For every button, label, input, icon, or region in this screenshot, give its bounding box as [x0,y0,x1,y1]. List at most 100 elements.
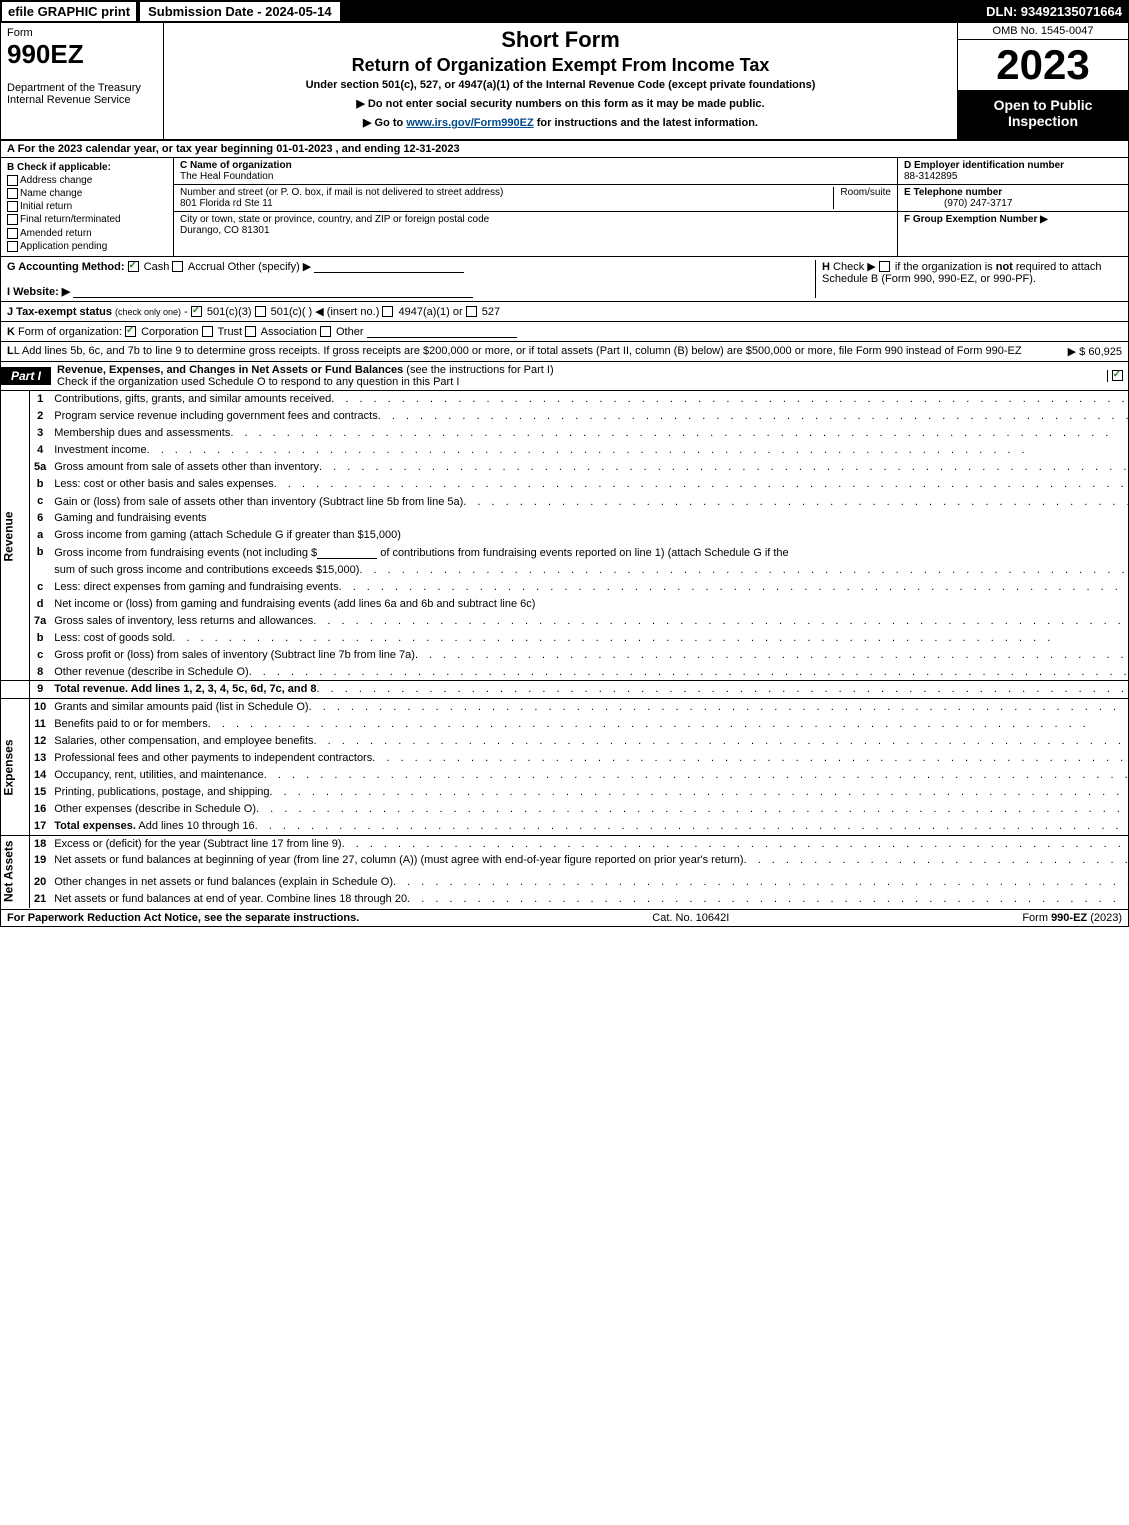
l13-desc: Professional fees and other payments to … [54,752,372,764]
l-value: ▶ $ 60,925 [1022,345,1122,358]
l21-num: 21 [30,891,51,908]
open-inspection: Open to Public Inspection [958,91,1128,139]
l6-desc: Gaming and fundraising events [50,510,1129,527]
chk-application-pending[interactable]: Application pending [7,241,167,252]
dln-number: DLN: 93492135071664 [980,2,1128,21]
l12-desc: Salaries, other compensation, and employ… [54,735,313,747]
l18-desc: Excess or (deficit) for the year (Subtra… [54,838,341,850]
tax-year: 2023 [958,40,1128,91]
chk-trust[interactable] [202,326,213,337]
col-c-org-info: C Name of organization The Heal Foundati… [174,158,897,256]
chk-final-return[interactable]: Final return/terminated [7,214,167,225]
form-header: Form 990EZ Department of the Treasury In… [1,22,1128,141]
row-a-tax-year: A For the 2023 calendar year, or tax yea… [1,141,1128,158]
l3-desc: Membership dues and assessments [54,427,230,439]
l13-num: 13 [30,750,51,767]
instructions-pre: ▶ Go to [363,117,406,129]
l20-num: 20 [30,874,51,891]
l14-desc: Occupancy, rent, utilities, and maintena… [54,769,264,781]
l5a-desc: Gross amount from sale of assets other t… [54,461,319,473]
l17-desc: Total expenses. Add lines 10 through 16 [54,820,254,833]
chk-association[interactable] [245,326,256,337]
l19-num: 19 [30,852,51,874]
l15-desc: Printing, publications, postage, and shi… [54,786,269,798]
city-row: City or town, state or province, country… [174,212,897,238]
website-field[interactable] [73,285,473,298]
accounting-method: G Accounting Method: Cash Accrual Other … [7,260,815,298]
org-name: The Heal Foundation [180,171,273,182]
side-expenses: Expenses [1,699,30,836]
l5c-desc: Gain or (loss) from sale of assets other… [54,496,463,508]
l11-num: 11 [30,716,51,733]
l5b-num: b [30,476,51,493]
l6d-desc: Net income or (loss) from gaming and fun… [54,598,535,610]
col-b-checkboxes: B Check if applicable: Address change Na… [1,158,174,256]
footer-left: For Paperwork Reduction Act Notice, see … [7,912,359,924]
chk-527[interactable] [466,306,477,317]
street-row: Number and street (or P. O. box, if mail… [174,185,897,212]
l7c-num: c [30,647,51,664]
submission-date: Submission Date - 2024-05-14 [139,1,341,22]
footer: For Paperwork Reduction Act Notice, see … [1,909,1128,926]
other-specify-field[interactable] [314,260,464,273]
l14-num: 14 [30,767,51,784]
chk-4947[interactable] [382,306,393,317]
chk-501c[interactable] [255,306,266,317]
l21-desc: Net assets or fund balances at end of ye… [54,893,407,905]
form-container: efile GRAPHIC print Submission Date - 20… [0,0,1129,927]
chk-initial-return[interactable]: Initial return [7,201,167,212]
l16-num: 16 [30,801,51,818]
l10-desc: Grants and similar amounts paid (list in… [54,701,308,713]
chk-address-change[interactable]: Address change [7,175,167,186]
l4-num: 4 [30,442,51,459]
city-label: City or town, state or province, country… [180,214,489,225]
efile-print-button[interactable]: efile GRAPHIC print [1,1,137,22]
footer-cat: Cat. No. 10642I [652,912,729,924]
irs-link[interactable]: www.irs.gov/Form990EZ [406,117,533,129]
chk-schedule-b[interactable] [879,261,890,272]
l15-num: 15 [30,784,51,801]
chk-other-org[interactable] [320,326,331,337]
section-g-h: G Accounting Method: Cash Accrual Other … [1,257,1128,302]
title-short-form: Short Form [170,27,951,53]
city-value: Durango, CO 81301 [180,225,270,236]
l6-num: 6 [30,510,51,527]
part-i-check-line: Check if the organization used Schedule … [57,376,862,388]
l10-num: 10 [30,699,51,716]
header-right: OMB No. 1545-0047 2023 Open to Public In… [957,23,1128,139]
other-org-field[interactable] [367,325,517,338]
ein-value: 88-3142895 [904,171,957,182]
l8-desc: Other revenue (describe in Schedule O) [54,666,248,678]
l7a-desc: Gross sales of inventory, less returns a… [54,615,313,627]
footer-right: Form 990-EZ (2023) [1022,912,1122,924]
l6b-desc-top: Gross income from fundraising events (no… [50,544,1129,562]
side-revenue: Revenue [1,391,30,681]
subtitle: Under section 501(c), 527, or 4947(a)(1)… [170,79,951,91]
col-def: D Employer identification number 88-3142… [897,158,1128,256]
part-i-checkbox[interactable] [1107,370,1128,382]
l7a-num: 7a [30,613,51,630]
omb-number: OMB No. 1545-0047 [958,23,1128,40]
l20-desc: Other changes in net assets or fund bala… [54,876,393,888]
l19-desc: Net assets or fund balances at beginning… [54,854,743,866]
l6b-amount-field[interactable] [317,546,377,559]
form-number: 990EZ [7,39,157,70]
chk-cash[interactable] [128,261,139,272]
section-k: K Form of organization: Corporation Trus… [1,322,1128,342]
g-label: G Accounting Method: [7,261,125,273]
chk-amended-return[interactable]: Amended return [7,228,167,239]
l6b-num: b [30,544,51,579]
instructions-post: for instructions and the latest informat… [534,117,758,129]
l17-num: 17 [30,818,51,836]
ein-cell: D Employer identification number 88-3142… [898,158,1128,185]
street-label: Number and street (or P. O. box, if mail… [180,187,503,198]
chk-name-change[interactable]: Name change [7,188,167,199]
chk-501c3[interactable] [191,306,202,317]
l6a-desc: Gross income from gaming (attach Schedul… [54,529,401,541]
l9-desc: Total revenue. Add lines 1, 2, 3, 4, 5c,… [54,683,316,696]
chk-accrual[interactable] [172,261,183,272]
l2-desc: Program service revenue including govern… [54,410,377,422]
chk-corporation[interactable] [125,326,136,337]
main-table: Revenue 1 Contributions, gifts, grants, … [1,391,1129,909]
l12-num: 12 [30,733,51,750]
